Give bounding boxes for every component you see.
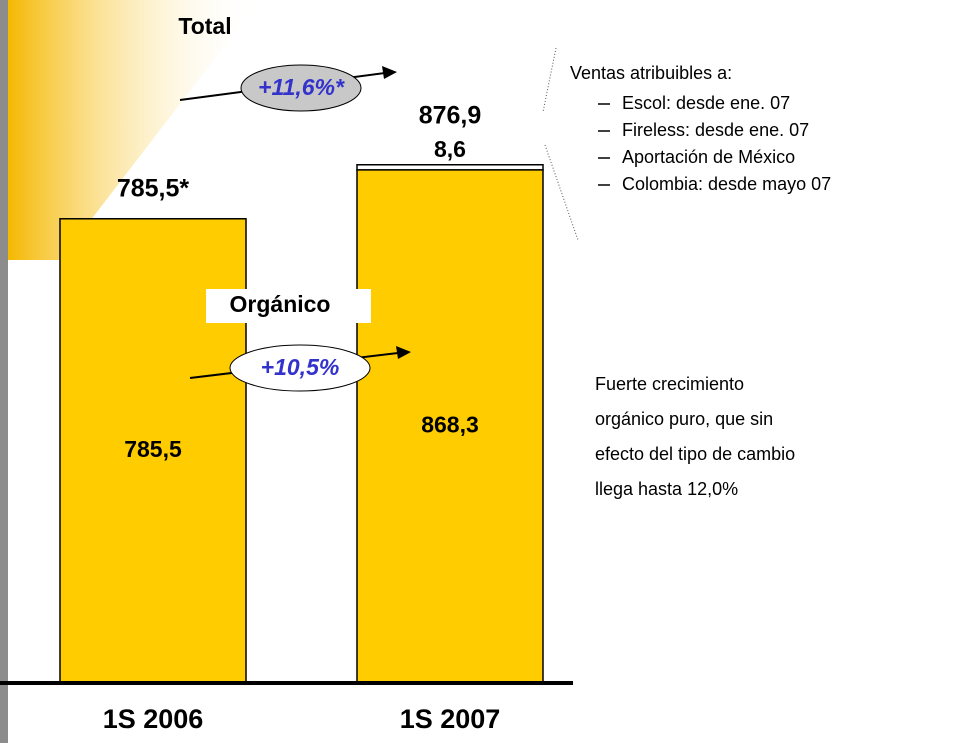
bar-segment — [356, 164, 544, 171]
x-tick-label: 1S 2006 — [103, 704, 204, 734]
arrow-head — [396, 346, 411, 359]
organic-title: Orgánico — [230, 291, 331, 317]
note-item: Colombia: desde mayo 07 — [622, 174, 831, 194]
total-growth: +11,6%* — [258, 74, 345, 100]
growth-ellipse — [240, 64, 362, 112]
note-item: Aportación de México — [622, 147, 795, 167]
bar-segment — [356, 169, 544, 684]
decor-strip — [0, 0, 8, 743]
total-label: 876,9 — [419, 101, 482, 129]
value-label: 8,6 — [434, 136, 466, 162]
note-line: Fuerte crecimiento — [595, 374, 744, 394]
value-label: 785,5 — [124, 436, 182, 462]
label-bg — [206, 289, 371, 323]
organic-growth: +10,5% — [261, 354, 340, 380]
x-tick-label: 1S 2007 — [400, 704, 501, 734]
note-line: orgánico puro, que sin — [595, 409, 773, 429]
notes: Escol: desde ene. 07 Fireless: desde ene.… — [595, 93, 831, 499]
decor-wedge — [8, 0, 260, 260]
value-label: 868,3 — [421, 411, 479, 437]
note-item: Escol: desde ene. 07 — [622, 93, 790, 113]
bars — [59, 164, 544, 684]
total-label: 785,5* — [117, 174, 190, 202]
note-title: Ventas atribuibles a: — [570, 63, 732, 83]
growth-ellipse — [229, 344, 371, 392]
arrow-head — [382, 66, 397, 79]
note-line: efecto del tipo de cambio — [595, 444, 795, 464]
note-line: llega hasta 12,0% — [595, 479, 738, 499]
note-item: Fireless: desde ene. 07 — [622, 120, 809, 140]
leader — [542, 47, 557, 113]
total-title: Total — [178, 13, 231, 39]
leader — [544, 144, 579, 241]
